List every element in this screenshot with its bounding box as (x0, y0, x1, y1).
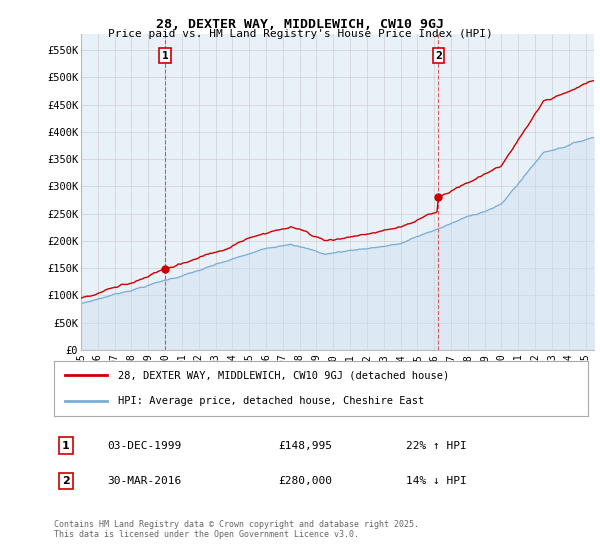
Text: 03-DEC-1999: 03-DEC-1999 (107, 441, 182, 450)
Text: 28, DEXTER WAY, MIDDLEWICH, CW10 9GJ (detached house): 28, DEXTER WAY, MIDDLEWICH, CW10 9GJ (de… (118, 371, 449, 380)
Text: 28, DEXTER WAY, MIDDLEWICH, CW10 9GJ: 28, DEXTER WAY, MIDDLEWICH, CW10 9GJ (156, 18, 444, 31)
Text: 2: 2 (62, 476, 70, 486)
Text: Price paid vs. HM Land Registry's House Price Index (HPI): Price paid vs. HM Land Registry's House … (107, 29, 493, 39)
Text: £280,000: £280,000 (278, 476, 332, 486)
Text: HPI: Average price, detached house, Cheshire East: HPI: Average price, detached house, Ches… (118, 396, 424, 405)
Text: 14% ↓ HPI: 14% ↓ HPI (406, 476, 467, 486)
Text: 1: 1 (62, 441, 70, 450)
Text: 22% ↑ HPI: 22% ↑ HPI (406, 441, 467, 450)
Text: 2: 2 (435, 51, 442, 60)
Text: 1: 1 (162, 51, 169, 60)
Text: £148,995: £148,995 (278, 441, 332, 450)
Text: 30-MAR-2016: 30-MAR-2016 (107, 476, 182, 486)
Text: Contains HM Land Registry data © Crown copyright and database right 2025.
This d: Contains HM Land Registry data © Crown c… (54, 520, 419, 539)
